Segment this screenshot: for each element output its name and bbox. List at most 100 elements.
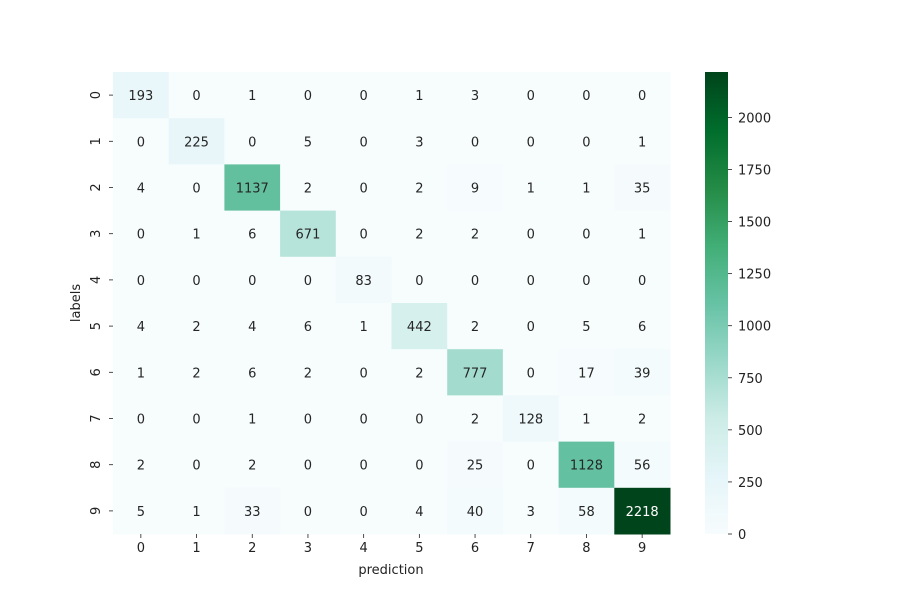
cell-value-label: 0 bbox=[137, 274, 145, 289]
heatmap-cell bbox=[280, 256, 337, 304]
heatmap-cell bbox=[280, 303, 337, 350]
heatmap-cell bbox=[224, 72, 281, 119]
cell-value-label: 1 bbox=[192, 228, 200, 243]
cell-value-label: 0 bbox=[527, 89, 535, 104]
cell-value-label: 5 bbox=[137, 505, 145, 520]
y-axis-ticks: 0 1 2 3 4 5 6 7 8 9 bbox=[89, 91, 113, 515]
heatmap-cell bbox=[502, 210, 560, 258]
heatmap-cell bbox=[168, 395, 225, 443]
heatmap-cell bbox=[614, 349, 671, 396]
y-tick-label: 4 bbox=[89, 276, 104, 284]
heatmap-cell bbox=[335, 395, 392, 443]
cell-value-label: 1128 bbox=[570, 459, 603, 474]
heatmap-cell bbox=[447, 164, 504, 212]
cell-value-label: 0 bbox=[638, 89, 646, 104]
cell-value-label: 2 bbox=[415, 228, 423, 243]
cell-value-label: 1 bbox=[638, 228, 646, 243]
cell-value-label: 0 bbox=[582, 228, 590, 243]
x-tick-label: 2 bbox=[248, 541, 256, 556]
heatmap-cell bbox=[113, 164, 170, 212]
cell-value-label: 0 bbox=[192, 459, 200, 474]
cell-value-label: 671 bbox=[296, 228, 321, 243]
heatmap-cell bbox=[447, 72, 504, 119]
cell-value-label: 3 bbox=[527, 505, 535, 520]
cell-value-label: 1 bbox=[248, 413, 256, 428]
heatmap-cell bbox=[113, 256, 170, 304]
heatmap-cell bbox=[224, 487, 281, 535]
heatmap-cell bbox=[558, 441, 615, 489]
x-tick-label: 4 bbox=[360, 541, 368, 556]
heatmap-cell bbox=[280, 72, 337, 119]
cell-value-label: 0 bbox=[248, 135, 256, 150]
cell-value-label: 0 bbox=[360, 366, 368, 381]
heatmap-cell bbox=[447, 487, 504, 535]
cell-value-label: 40 bbox=[467, 505, 484, 520]
cell-value-label: 0 bbox=[304, 89, 312, 104]
cell-value-label: 0 bbox=[415, 413, 423, 428]
colorbar-tick-label: 1750 bbox=[738, 163, 771, 178]
heatmap-cell bbox=[280, 441, 337, 489]
heatmap-cell bbox=[335, 303, 392, 350]
colorbar-tick-label: 1500 bbox=[738, 216, 771, 231]
cell-value-label: 0 bbox=[360, 89, 368, 104]
heatmap-cell bbox=[502, 487, 560, 535]
heatmap-cell bbox=[391, 118, 448, 165]
cell-value-label: 3 bbox=[415, 135, 423, 150]
x-tick-label: 6 bbox=[471, 541, 479, 556]
heatmap-cell bbox=[168, 349, 225, 396]
cell-value-label: 0 bbox=[527, 274, 535, 289]
cell-value-label: 2 bbox=[304, 366, 312, 381]
heatmap-cell bbox=[224, 210, 281, 258]
heatmap-cell bbox=[447, 349, 504, 396]
cell-value-label: 33 bbox=[244, 505, 261, 520]
heatmap-cell bbox=[224, 303, 281, 350]
heatmap-cell bbox=[168, 164, 225, 212]
heatmap-cell bbox=[280, 487, 337, 535]
cell-value-label: 1 bbox=[582, 413, 590, 428]
heatmap-cell bbox=[502, 303, 560, 350]
cell-value-label: 0 bbox=[360, 135, 368, 150]
heatmap-cell bbox=[558, 118, 615, 165]
cell-value-label: 4 bbox=[137, 182, 145, 197]
cell-value-label: 0 bbox=[304, 413, 312, 428]
colorbar-tick-label: 1250 bbox=[738, 268, 771, 283]
cell-value-label: 1 bbox=[360, 320, 368, 335]
x-tick-label: 0 bbox=[137, 541, 145, 556]
heatmap-cell bbox=[335, 441, 392, 489]
heatmap-cell bbox=[614, 118, 671, 165]
cell-value-label: 9 bbox=[471, 182, 479, 197]
cell-value-label: 6 bbox=[248, 366, 256, 381]
colorbar-tick-label: 1000 bbox=[738, 320, 771, 335]
cell-value-label: 2 bbox=[471, 413, 479, 428]
heatmap-cell bbox=[558, 487, 615, 535]
heatmap-cell bbox=[391, 210, 448, 258]
cell-value-label: 0 bbox=[248, 274, 256, 289]
cell-value-label: 0 bbox=[415, 459, 423, 474]
heatmap-cell bbox=[614, 72, 671, 119]
y-tick-label: 0 bbox=[89, 91, 104, 99]
cell-value-label: 0 bbox=[471, 274, 479, 289]
cell-value-label: 193 bbox=[128, 89, 153, 104]
cell-value-label: 1 bbox=[638, 135, 646, 150]
colorbar bbox=[705, 72, 728, 534]
cell-value-label: 1 bbox=[192, 505, 200, 520]
heatmap-cell bbox=[502, 395, 560, 443]
heatmap-cell bbox=[335, 164, 392, 212]
cell-value-label: 0 bbox=[415, 274, 423, 289]
heatmap-cell bbox=[391, 487, 448, 535]
cell-value-label: 1 bbox=[137, 366, 145, 381]
cell-value-label: 2 bbox=[304, 182, 312, 197]
cell-value-label: 4 bbox=[415, 505, 423, 520]
cell-value-label: 4 bbox=[248, 320, 256, 335]
cell-value-label: 0 bbox=[192, 89, 200, 104]
cell-value-label: 0 bbox=[360, 505, 368, 520]
cell-value-label: 1 bbox=[582, 182, 590, 197]
colorbar-tick-label: 0 bbox=[738, 528, 746, 543]
heatmap-cell bbox=[391, 72, 448, 119]
heatmap-cell bbox=[224, 164, 281, 212]
heatmap-cell bbox=[280, 164, 337, 212]
cell-value-label: 1137 bbox=[236, 182, 269, 197]
heatmap-cell bbox=[113, 210, 170, 258]
y-tick-label: 1 bbox=[89, 137, 104, 145]
cell-value-label: 0 bbox=[582, 89, 590, 104]
